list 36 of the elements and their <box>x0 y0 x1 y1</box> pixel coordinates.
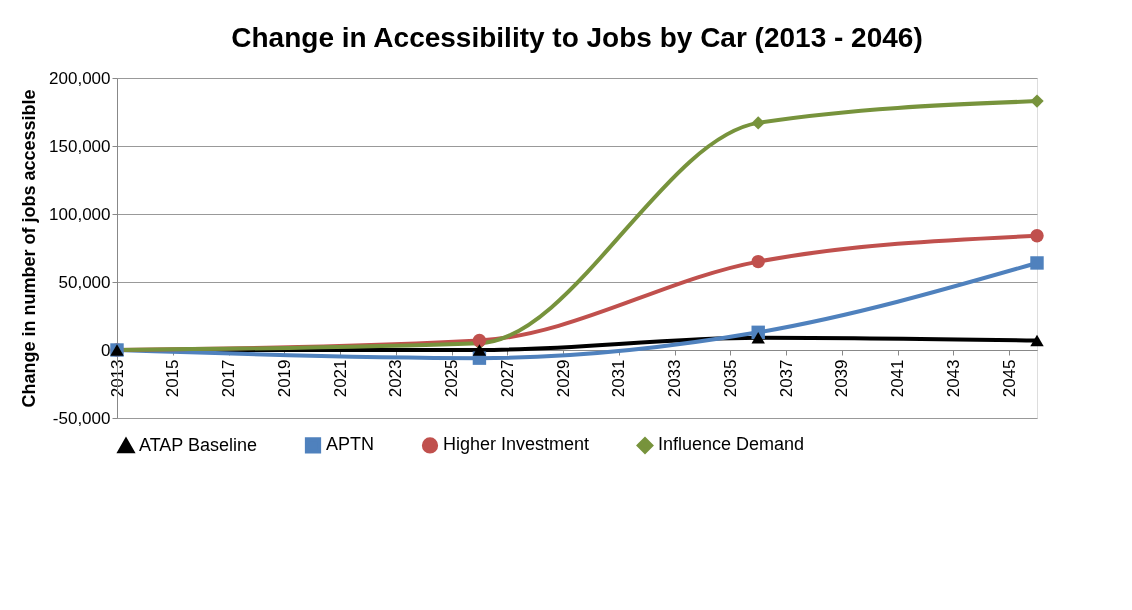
point <box>1030 334 1044 347</box>
y-tick-label: 0 <box>101 340 111 360</box>
legend-label: Higher Investment <box>443 434 590 455</box>
x-tick-label: 2017 <box>219 359 239 398</box>
x-tick-label: 2021 <box>330 359 350 398</box>
point <box>1030 256 1044 270</box>
x-tick-label: 2031 <box>609 359 629 398</box>
x-tick-label: 2015 <box>163 359 183 398</box>
y-tick-label: 200,000 <box>49 68 111 88</box>
x-tick-label: 2045 <box>999 359 1019 398</box>
y-tick-label: 50,000 <box>58 272 111 292</box>
point <box>1030 94 1044 108</box>
x-tick-label: 2025 <box>442 359 462 398</box>
x-tick-label: 2039 <box>832 359 852 398</box>
x-tick-label: 2023 <box>386 359 406 398</box>
y-axis-title: Change in number of jobs accessible <box>19 89 40 408</box>
y-tick-label: -50,000 <box>52 408 111 428</box>
x-tick-label: 2037 <box>776 359 796 398</box>
legend-label: ATAP Baseline <box>139 434 258 455</box>
point <box>472 344 487 356</box>
legend-label: Influence Demand <box>658 434 805 455</box>
point <box>751 116 765 130</box>
x-tick-label: 2035 <box>720 359 740 398</box>
x-tick-label: 2029 <box>553 359 573 398</box>
x-tick-label: 2043 <box>943 359 963 398</box>
y-tick-label: 150,000 <box>49 136 111 156</box>
point <box>751 331 765 344</box>
x-tick-label: 2033 <box>665 359 685 398</box>
point <box>751 254 765 269</box>
x-tick-label: 2027 <box>497 359 517 398</box>
x-tick-label: 2041 <box>888 359 908 398</box>
legend-label: APTN <box>326 434 375 455</box>
point <box>1030 229 1044 243</box>
x-tick-label: 2019 <box>274 359 294 398</box>
y-tick-label: 100,000 <box>49 204 111 224</box>
chart-title: Change in Accessibility to Jobs by Car (2013 - 2046) <box>231 22 923 53</box>
